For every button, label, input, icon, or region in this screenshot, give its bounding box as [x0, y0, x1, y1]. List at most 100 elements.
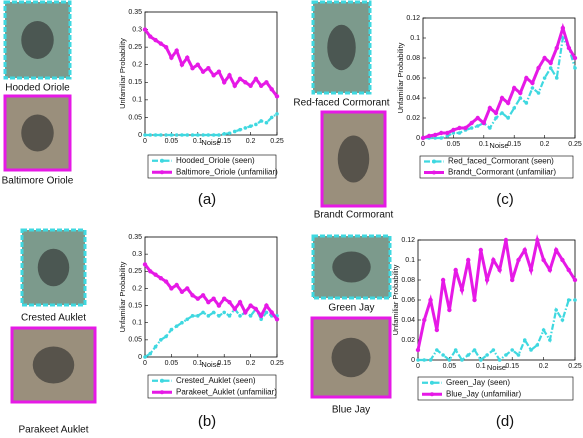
data-point: [542, 328, 546, 332]
y-tick-label: 0.04: [401, 317, 415, 324]
legend-marker: [430, 381, 434, 385]
series-line: [145, 30, 277, 97]
bird-shape: [38, 249, 70, 287]
data-point: [254, 77, 258, 81]
data-point: [190, 293, 194, 297]
panel-label: (a): [198, 191, 216, 208]
data-point: [217, 303, 221, 307]
data-point: [148, 133, 152, 137]
data-point: [164, 279, 168, 283]
legend-marker: [160, 170, 164, 174]
data-point: [164, 335, 168, 339]
legend-label: Blue_Jay (unfamiliar): [446, 389, 521, 398]
data-point: [460, 358, 464, 362]
data-point: [460, 288, 464, 292]
x-tick-label: 0: [416, 363, 420, 370]
data-point: [439, 136, 443, 140]
data-point: [466, 353, 470, 357]
data-point: [473, 348, 477, 352]
data-point: [169, 55, 173, 59]
data-point: [491, 258, 495, 262]
data-point: [485, 353, 489, 357]
data-point: [525, 101, 529, 105]
data-point: [212, 311, 216, 315]
data-point: [238, 128, 242, 132]
y-tick-label: 0: [411, 357, 415, 364]
data-point: [154, 133, 158, 137]
x-tick-label: 0: [143, 138, 147, 145]
data-point: [233, 307, 237, 311]
image-caption: Crested Auklet: [21, 313, 86, 324]
data-point: [248, 303, 252, 307]
bird-shape: [33, 347, 75, 384]
data-point: [488, 126, 492, 130]
data-point: [143, 133, 147, 137]
series-line: [418, 240, 575, 350]
data-point: [211, 73, 215, 77]
data-point: [494, 111, 498, 115]
data-point: [174, 48, 178, 52]
data-point: [211, 297, 215, 301]
legend-label: Hooded_Oriole (seen): [176, 156, 255, 165]
data-point: [504, 238, 508, 242]
y-tick-label: 0.04: [406, 95, 420, 102]
x-tick-label: 0.2: [539, 363, 549, 370]
data-point: [517, 353, 521, 357]
data-point: [421, 136, 425, 140]
data-point: [447, 308, 451, 312]
legend-label: Brandt_Cormorant (unfamiliar): [448, 168, 556, 177]
data-point: [448, 358, 452, 362]
plot-frame: [423, 18, 575, 138]
data-point: [492, 348, 496, 352]
data-point: [427, 134, 431, 138]
data-point: [529, 268, 533, 272]
data-point: [143, 262, 147, 266]
data-point: [259, 119, 263, 123]
data-point: [238, 77, 242, 81]
data-point: [573, 66, 577, 70]
series-line: [418, 300, 575, 360]
data-point: [206, 66, 210, 70]
data-point: [180, 321, 184, 325]
data-point: [512, 106, 516, 110]
bird-shape: [338, 136, 370, 183]
image-caption: Parakeet Auklet: [18, 425, 88, 436]
data-point: [567, 268, 571, 272]
data-point: [500, 111, 504, 115]
data-point: [485, 278, 489, 282]
data-point: [233, 130, 237, 134]
x-tick-label: 0.25: [568, 363, 582, 370]
data-point: [428, 298, 432, 302]
data-point: [190, 66, 194, 70]
x-axis-label: Noise: [489, 141, 508, 150]
data-point: [479, 358, 483, 362]
y-tick-label: 0: [138, 132, 142, 139]
x-tick-label: 0.15: [505, 363, 519, 370]
data-point: [506, 116, 510, 120]
y-axis-label: Unfamiliar Probability: [118, 261, 127, 332]
y-tick-label: 0.2: [132, 285, 142, 292]
y-tick-label: 0.2: [132, 62, 142, 69]
data-point: [143, 355, 147, 359]
data-point: [466, 258, 470, 262]
legend-marker: [432, 160, 436, 164]
bird-shape: [21, 21, 54, 59]
data-point: [201, 311, 205, 315]
data-point: [523, 338, 527, 342]
legend-marker: [432, 171, 436, 175]
data-point: [510, 348, 514, 352]
y-tick-label: 0.3: [132, 26, 142, 33]
data-point: [264, 303, 268, 307]
plot-frame: [145, 237, 277, 357]
data-point: [567, 46, 571, 50]
data-point: [265, 121, 269, 125]
bird-shape: [332, 338, 371, 378]
data-point: [275, 112, 279, 116]
x-tick-label: 0: [143, 360, 147, 367]
data-point: [222, 297, 226, 301]
data-point: [180, 133, 184, 137]
y-tick-label: 0.3: [132, 251, 142, 258]
image-caption: Brandt Cormorant: [314, 210, 394, 221]
data-point: [543, 76, 547, 80]
data-point: [275, 94, 279, 98]
